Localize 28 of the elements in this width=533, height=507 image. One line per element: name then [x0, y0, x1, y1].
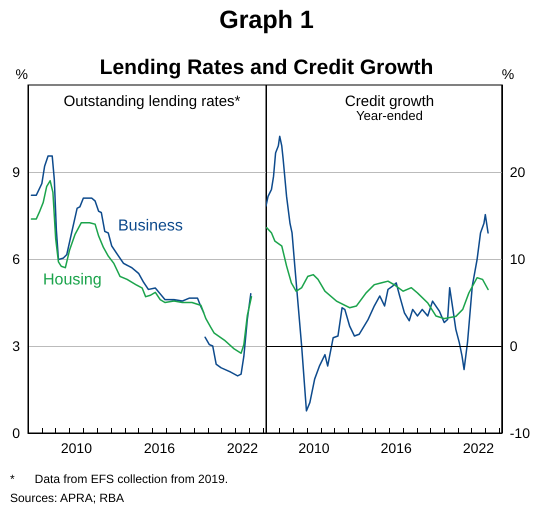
y2-tick-label: 20: [510, 164, 526, 180]
x-tick-label: 2016: [144, 440, 176, 456]
text: Outstanding lending rates*: [64, 93, 241, 110]
x-tick-label: 2010: [60, 440, 92, 456]
line-series: [266, 136, 489, 412]
text: Credit growth: [344, 93, 434, 110]
y2-tick-label: -10: [510, 425, 530, 441]
y-tick-label: 6: [12, 251, 20, 267]
line-series: [30, 180, 252, 354]
y-tick-label: 9: [12, 164, 20, 180]
y-axis-title: %: [16, 66, 28, 82]
y-tick-label: 0: [12, 425, 20, 441]
series-label: Housing: [43, 272, 102, 288]
caption: Graph 1: [218, 6, 315, 35]
y-tick-label: 3: [12, 338, 20, 354]
text: * Data from EFS collection from 2019.: [10, 472, 228, 486]
x-tick-label: 2016: [380, 440, 412, 456]
x-tick-label: 2022: [462, 440, 494, 456]
text: Year-ended: [356, 108, 423, 123]
x-tick-label: 2010: [298, 440, 330, 456]
series-label: Business: [118, 218, 183, 234]
y2-axis-title: %: [502, 66, 514, 82]
y2-tick-label: 10: [510, 251, 526, 267]
text: Lending Rates and Credit Growth: [100, 56, 434, 79]
x-tick-label: 2022: [226, 440, 258, 456]
source-note: Sources: APRA; RBA: [10, 491, 124, 505]
line-series: [266, 226, 489, 320]
y2-tick-label: 0: [510, 338, 518, 354]
